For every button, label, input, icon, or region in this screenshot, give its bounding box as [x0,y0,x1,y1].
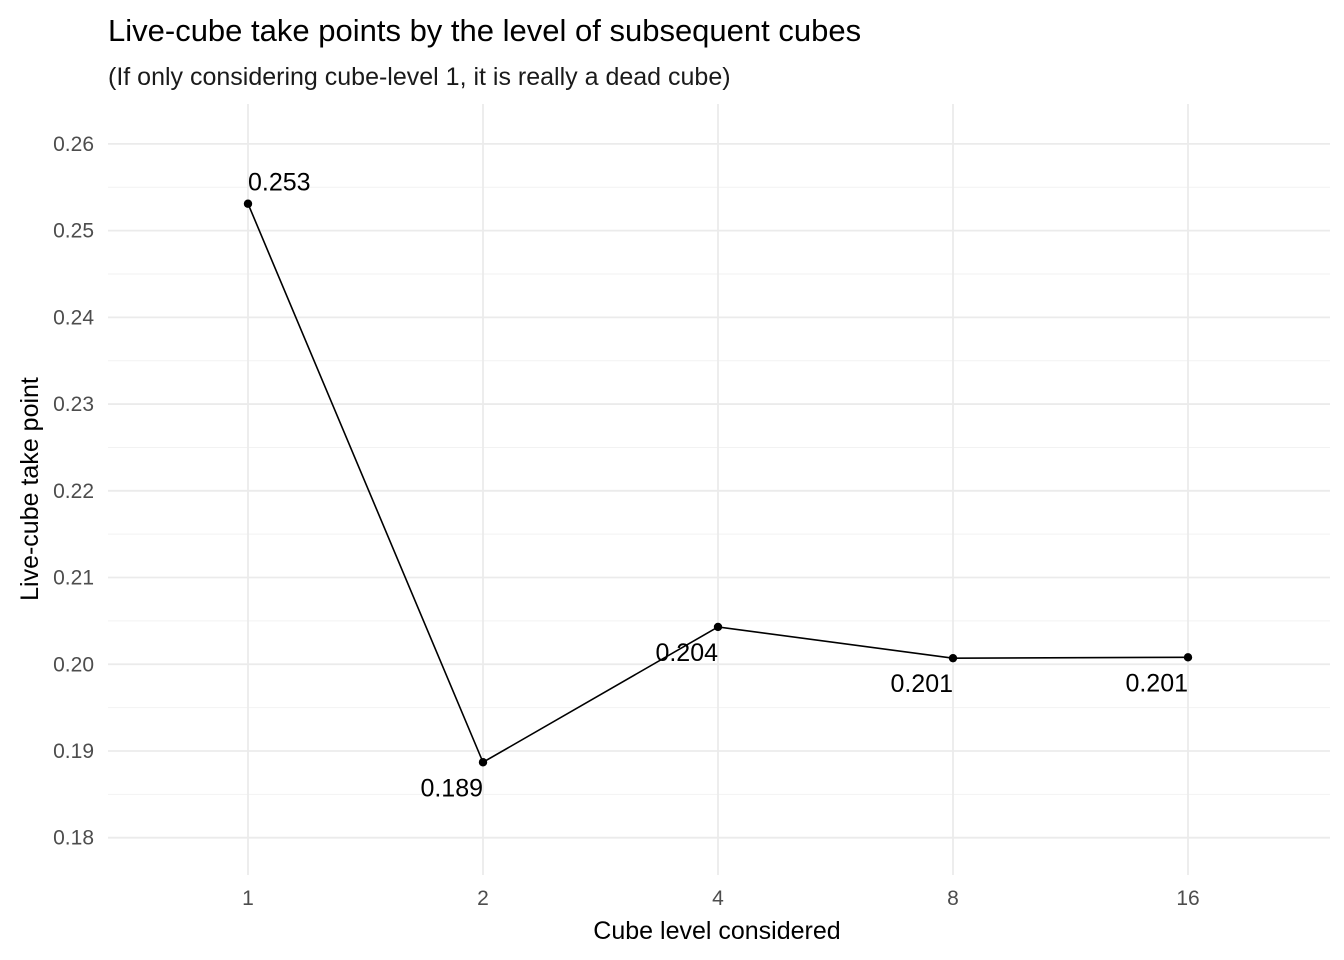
x-tick-label: 4 [712,887,724,910]
data-label: 0.201 [890,670,953,698]
y-tick-label: 0.26 [53,133,94,156]
y-tick-label: 0.19 [53,740,94,763]
data-labels: 0.253 0.189 0.204 0.201 0.201 [248,169,1188,803]
data-point [1183,653,1193,662]
data-label: 0.253 [248,169,311,197]
data-label: 0.204 [655,639,718,667]
y-axis-ticks: 0.18 0.19 0.20 0.21 0.22 0.23 0.24 0.25 0.26 [53,133,94,850]
data-label: 0.189 [420,774,483,802]
x-axis-title: Cube level considered [593,917,840,945]
chart-title: Live-cube take points by the level of su… [108,13,861,48]
data-point [243,199,253,208]
data-point [948,653,958,663]
y-tick-label: 0.25 [53,220,94,243]
y-tick-label: 0.24 [53,306,94,329]
data-label: 0.201 [1125,669,1188,697]
data-point [713,622,723,632]
series-layer [243,199,1193,767]
x-tick-label: 2 [477,887,489,910]
y-axis-title: Live-cube take point [16,377,44,601]
x-tick-label: 8 [947,887,959,910]
x-tick-label: 16 [1176,887,1199,910]
gridlines [108,104,1330,875]
x-axis-ticks: 1 2 4 8 16 [242,887,1200,910]
y-tick-label: 0.22 [53,480,94,503]
y-tick-label: 0.20 [53,653,94,676]
y-tick-label: 0.18 [53,827,94,850]
y-tick-label: 0.21 [53,567,94,590]
data-point [478,758,488,767]
chart-subtitle: (If only considering cube-level 1, it is… [108,63,731,91]
x-tick-label: 1 [242,887,254,910]
y-tick-label: 0.23 [53,393,94,416]
